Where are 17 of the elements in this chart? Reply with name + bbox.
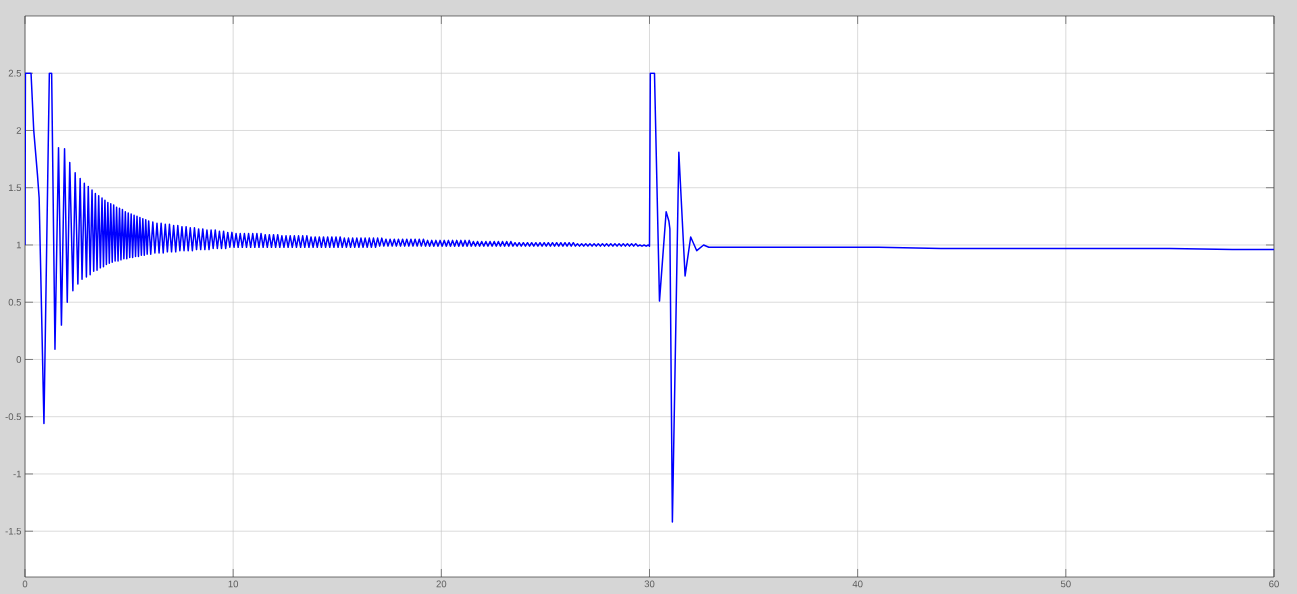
y-tick-label: -1.5 xyxy=(5,527,22,535)
y-tick-label: 2.5 xyxy=(8,69,22,77)
line-series xyxy=(25,72,1274,523)
x-tick-label: 60 xyxy=(1269,580,1279,588)
y-tick-label: -0.5 xyxy=(5,413,22,421)
y-tick-label: 2 xyxy=(16,127,21,134)
y-tick-label: 1 xyxy=(16,241,21,249)
y-tick-label: -1 xyxy=(13,470,21,478)
x-tick-label: 20 xyxy=(436,580,447,588)
x-tick-label: 10 xyxy=(228,580,239,588)
x-tick-label: 30 xyxy=(644,580,655,588)
x-tick-label: 40 xyxy=(852,580,863,588)
y-tick-label: 0 xyxy=(16,356,22,363)
x-tick-label: 50 xyxy=(1060,580,1071,588)
y-tick-label: 1.5 xyxy=(8,184,22,192)
y-tick-label: 0.5 xyxy=(8,298,22,306)
x-tick-label: 0 xyxy=(22,580,28,588)
